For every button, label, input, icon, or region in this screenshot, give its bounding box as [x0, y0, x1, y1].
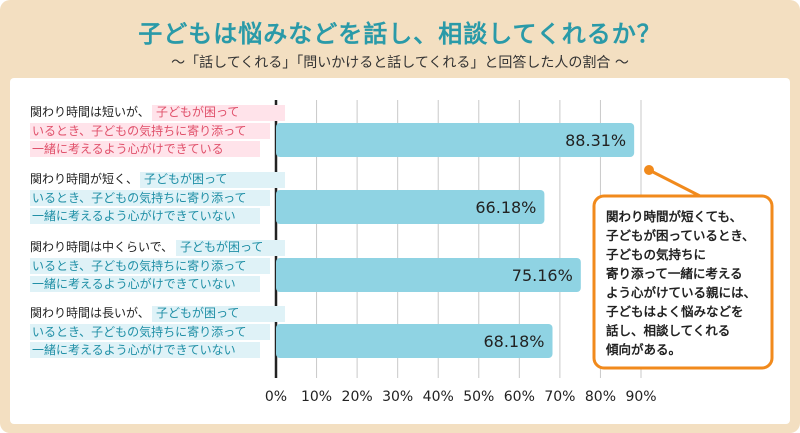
category-label-highlight: 一緒に考えるよう心がけできていない [32, 342, 236, 357]
category-highlight [176, 240, 285, 256]
x-tick-label: 80% [585, 389, 616, 405]
x-tick-label: 0% [265, 389, 287, 405]
category-label-highlight: 子どもが困って [156, 104, 239, 119]
category-highlight [30, 276, 260, 292]
category-highlight [30, 208, 260, 224]
callout-line: 子どもが困っているとき、 [606, 228, 755, 243]
callout-line: 子どもはよく悩みなどを [606, 304, 744, 319]
category-label-highlight: 一緒に考えるよう心がけできていない [32, 276, 236, 291]
bar [276, 123, 635, 157]
bar [276, 258, 581, 292]
callout-line: 関わり時間が短くても、 [606, 209, 742, 224]
category-highlight [30, 123, 270, 139]
category-label-highlight: いるとき、子どもの気持ちに寄り添って [32, 123, 247, 138]
category-highlight [30, 324, 270, 340]
category-highlight [152, 306, 285, 322]
category-highlight [30, 342, 260, 358]
x-tick-label: 30% [382, 389, 413, 405]
bar-value-label: 66.18% [475, 198, 536, 217]
category-label-highlight: 子どもが困って [180, 239, 263, 254]
category-label-highlight: 一緒に考えるよう心がけできている [32, 141, 224, 156]
category-highlight [30, 190, 270, 206]
x-tick-label: 70% [544, 389, 575, 405]
bar [276, 190, 545, 224]
category-label-prefix: 関わり時間が短く、 [30, 171, 138, 186]
category-label-highlight: 子どもが困って [144, 171, 227, 186]
chart-title: 子どもは悩みなどを話し、相談してくれるか？ [138, 20, 662, 48]
category-label-prefix: 関わり時間は長いが、 [30, 305, 150, 320]
x-tick-label: 20% [342, 389, 373, 405]
chart-subtitle: 〜「話してくれる」「問いかけると話してくれる」と回答した人の割合 〜 [171, 55, 629, 71]
category-label-highlight: いるとき、子どもの気持ちに寄り添って [32, 258, 247, 273]
bar-value-label: 68.18% [483, 332, 544, 351]
category-highlight [152, 105, 285, 121]
category-highlight [140, 172, 285, 188]
category-highlight [30, 258, 270, 274]
category-label-highlight: 子どもが困って [156, 305, 239, 320]
x-tick-label: 60% [504, 389, 535, 405]
x-tick-label: 50% [463, 389, 494, 405]
category-label-highlight: いるとき、子どもの気持ちに寄り添って [32, 190, 247, 205]
category-label-prefix: 関わり時間は短いが、 [30, 104, 150, 119]
x-tick-label: 10% [301, 389, 332, 405]
x-tick-label: 90% [625, 389, 656, 405]
bar-value-label: 75.16% [512, 266, 573, 285]
callout-line: 話し、相談してくれる [606, 323, 730, 338]
callout-line: 子どもの気持ちに [606, 247, 706, 262]
bar-value-label: 88.31% [565, 131, 626, 150]
category-label-prefix: 関わり時間は中くらいで、 [30, 239, 173, 254]
bar [276, 324, 553, 358]
callout-box [592, 194, 774, 370]
callout-line: よう心がけている親には、 [606, 285, 756, 300]
category-label-highlight: 一緒に考えるよう心がけできていない [32, 208, 236, 223]
callout-line: 寄り添って一緒に考える [606, 266, 743, 281]
callout-line: 傾向がある。 [605, 342, 681, 357]
callout-connector [648, 168, 712, 198]
x-tick-label: 40% [423, 389, 454, 405]
category-highlight [30, 141, 260, 157]
category-label-highlight: いるとき、子どもの気持ちに寄り添って [32, 324, 247, 339]
